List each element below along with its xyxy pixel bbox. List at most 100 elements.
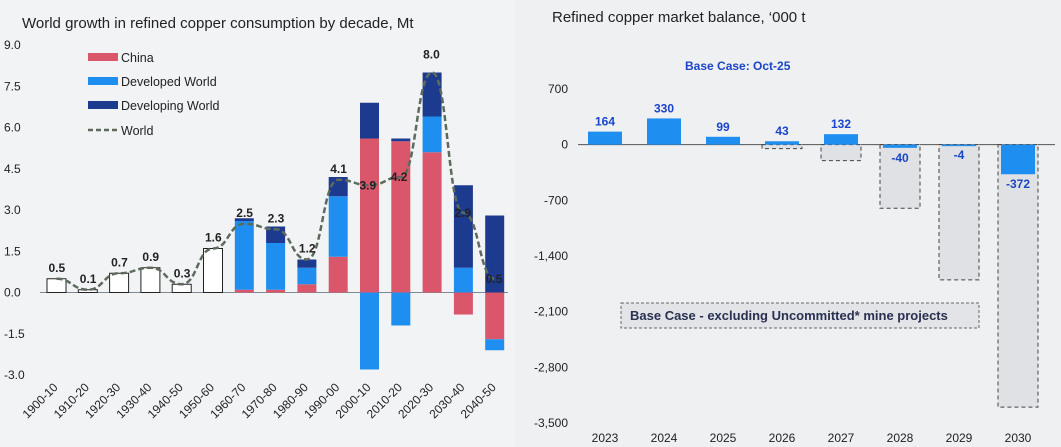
left-bar-segment — [485, 292, 505, 340]
left-bar-segment — [453, 267, 473, 293]
left-bar-segment — [266, 226, 286, 243]
right-y-tick-label: -2,100 — [534, 305, 568, 319]
left-bar-segment — [297, 267, 317, 285]
left-data-label: 0.7 — [111, 255, 128, 269]
left-data-label: 8.0 — [423, 48, 440, 62]
right-x-tick-label: 2025 — [710, 431, 737, 445]
right-bar-excl-uncommitted — [820, 144, 862, 162]
left-bar-segment — [266, 289, 286, 293]
legend-swatch-china — [88, 53, 118, 61]
left-y-tick-label: 0.0 — [4, 286, 21, 300]
right-x-tick-label: 2024 — [651, 431, 678, 445]
legend-swatch-developed — [88, 77, 118, 85]
right-y-tick-label: -2,800 — [534, 360, 568, 374]
left-data-label: 2.5 — [236, 206, 253, 220]
left-bar-world-outline — [46, 278, 67, 293]
right-bar-base-case — [647, 118, 681, 145]
right-y-tick-label: 0 — [561, 138, 568, 152]
right-x-tick-label: 2023 — [592, 431, 619, 445]
legend-label-developed: Developed World — [121, 75, 217, 89]
left-y-tick-label: 3.0 — [4, 203, 21, 217]
left-bar-segment — [360, 102, 379, 139]
left-y-ticks: 9.0 7.5 6.0 4.5 3.0 1.5 0.0 -1.5 -3.0 — [4, 38, 25, 382]
left-data-labels: 0.5 0.1 0.7 0.9 0.3 1.6 2.5 2.3 1.2 4.1 3.9 4.2 8.0 2… — [49, 48, 503, 286]
left-y-tick-label: 6.0 — [4, 121, 21, 135]
left-bar-world-outline — [109, 272, 130, 293]
left-bar-segment — [297, 284, 317, 293]
right-bar-excl-uncommitted — [938, 144, 980, 281]
left-bar-segment — [485, 339, 505, 351]
left-bar-segment — [360, 292, 379, 370]
left-data-label: 1.2 — [299, 242, 316, 256]
left-bar-segment — [391, 292, 411, 326]
left-chart-title: World growth in refined copper consumpti… — [22, 15, 414, 32]
right-bar-base-case — [883, 144, 917, 148]
legend-label-developing: Developing World — [121, 99, 219, 113]
right-bar-base-case — [824, 134, 858, 145]
left-data-label: 1.6 — [205, 231, 222, 245]
right-x-tick-label: 2027 — [828, 431, 855, 445]
left-data-label: 0.1 — [80, 272, 97, 286]
left-bar-segment — [422, 72, 442, 117]
annotation-text: Base Case - excluding Uncommitted* mine … — [630, 308, 948, 323]
right-data-label: 99 — [716, 120, 730, 134]
right-data-label: 132 — [831, 117, 851, 131]
right-bar-base-case — [706, 136, 740, 145]
left-bar-segment — [234, 289, 254, 293]
left-bar-segment — [328, 196, 348, 257]
right-data-label: 330 — [654, 101, 674, 115]
left-bar-segment — [360, 138, 379, 293]
right-bar-base-case — [765, 141, 799, 145]
right-x-ticks: 2023 2024 2025 2026 2027 2028 2029 2030 — [592, 431, 1032, 445]
left-y-tick-label: -1.5 — [4, 327, 25, 341]
right-x-tick-label: 2026 — [769, 431, 796, 445]
right-data-label: 43 — [775, 124, 789, 138]
right-bar-base-case — [1001, 144, 1035, 175]
left-bar-world-outline — [77, 289, 98, 293]
right-data-label: -40 — [891, 151, 909, 165]
left-bar-segment — [391, 138, 411, 142]
left-bar-segment — [422, 152, 442, 293]
left-bar-segment — [328, 256, 348, 293]
right-data-label: -372 — [1006, 177, 1030, 191]
left-data-label: 4.1 — [330, 162, 347, 176]
right-data-label: 164 — [595, 115, 615, 129]
right-bar-excl-uncommitted — [879, 144, 921, 209]
left-data-label: 0.9 — [142, 250, 159, 264]
left-x-tick-label: 2040-50 — [458, 380, 499, 421]
left-data-label: 4.2 — [391, 170, 408, 184]
right-bars — [578, 118, 1055, 408]
left-data-label: 0.5 — [49, 261, 66, 275]
right-y-tick-label: -3,500 — [534, 416, 568, 430]
left-y-tick-label: -3.0 — [4, 368, 25, 382]
right-y-tick-label: -700 — [544, 193, 568, 207]
left-data-label: 0.5 — [486, 272, 503, 286]
left-bar-segment — [453, 292, 473, 315]
left-world-line — [56, 71, 496, 292]
left-bar-world-outline — [203, 248, 223, 293]
legend-label-world: World — [121, 124, 153, 138]
right-bar-excl-uncommitted — [997, 144, 1039, 408]
left-bar-segment — [391, 141, 411, 293]
right-x-tick-label: 2028 — [887, 431, 914, 445]
right-bar-base-case — [588, 131, 622, 145]
right-x-tick-label: 2030 — [1005, 431, 1032, 445]
right-data-labels: 164 330 99 43 132 -40 -4 -372 — [595, 101, 1030, 191]
right-data-label: -4 — [954, 148, 965, 162]
left-y-tick-label: 7.5 — [4, 79, 21, 93]
left-bar-segment — [422, 116, 442, 153]
right-chart-subtitle: Base Case: Oct-25 — [685, 59, 791, 73]
left-y-tick-label: 1.5 — [4, 244, 21, 258]
left-bar-segment — [234, 218, 254, 221]
left-bar-segment — [485, 215, 505, 293]
right-x-tick-label: 2029 — [946, 431, 973, 445]
left-y-tick-label: 4.5 — [4, 162, 21, 176]
left-data-label: 0.3 — [174, 266, 191, 280]
left-legend: China Developed World Developing World W… — [88, 51, 219, 138]
right-chart-title: Refined copper market balance, ‘000 t — [552, 9, 806, 26]
legend-label-china: China — [121, 51, 154, 65]
left-x-ticks: 1900-101910-201920-301930-401940-501950-… — [20, 380, 499, 421]
right-y-tick-label: -1,400 — [534, 249, 568, 263]
